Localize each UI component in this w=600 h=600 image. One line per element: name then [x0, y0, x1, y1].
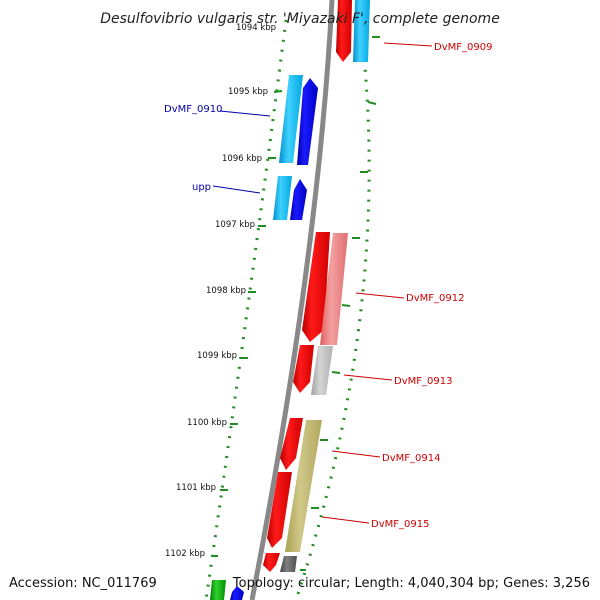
- genome-backbone: [249, 0, 335, 600]
- tick-label-1094: 1094 kbp: [236, 23, 276, 33]
- gene-dvmf-0910-gene[interactable]: [279, 75, 303, 163]
- gene-blue-cds-bottom[interactable]: [230, 586, 244, 600]
- forward-strand: [263, 0, 370, 572]
- gene-dvmf-0914-cds-b[interactable]: [267, 472, 292, 548]
- reverse-strand: [210, 75, 318, 600]
- gene-label-dvmf-0915[interactable]: DvMF_0915: [371, 519, 429, 530]
- summary-text: Topology: circular; Length: 4,040,304 bp…: [232, 576, 590, 591]
- tick-label-1099: 1099 kbp: [197, 351, 237, 361]
- gene-green-gene[interactable]: [210, 580, 226, 600]
- label-leaders: [212, 42, 433, 524]
- tick-label-1097: 1097 kbp: [215, 220, 255, 230]
- gc-skew-marks: [212, 36, 380, 571]
- gene-label-dvmf-0914[interactable]: DvMF_0914: [382, 453, 440, 464]
- tick-label-1096: 1096 kbp: [222, 154, 262, 164]
- map-title: Desulfovibrio vulgaris str. 'Miyazaki F'…: [100, 11, 500, 27]
- gc-track-outer: [294, 19, 371, 600]
- accession-text: Accession: NC_011769: [9, 576, 157, 591]
- gene-upp-gene[interactable]: [273, 176, 292, 220]
- gene-dvmf-0915-gene[interactable]: [280, 556, 297, 572]
- gene-label-dvmf-0912[interactable]: DvMF_0912: [406, 293, 464, 304]
- tick-label-1102: 1102 kbp: [165, 549, 205, 559]
- gene-dvmf-0912-cds[interactable]: [302, 232, 330, 342]
- gene-dvmf-0913-gene[interactable]: [311, 346, 333, 395]
- tick-label-1098: 1098 kbp: [206, 286, 246, 296]
- gene-dvmf-0915-cds[interactable]: [263, 553, 280, 572]
- gene-dvmf-0912-gene[interactable]: [320, 233, 348, 345]
- gene-dvmf-0914-cds[interactable]: [280, 418, 303, 470]
- gene-dvmf-0909-gene[interactable]: [353, 0, 370, 62]
- tick-label-1095: 1095 kbp: [228, 87, 268, 97]
- gene-label-dvmf-0910[interactable]: DvMF_0910: [164, 104, 222, 115]
- gene-label-upp[interactable]: upp: [192, 182, 211, 193]
- tick-label-1101: 1101 kbp: [176, 483, 216, 493]
- gene-label-dvmf-0909[interactable]: DvMF_0909: [434, 42, 492, 53]
- tick-label-1100: 1100 kbp: [187, 418, 227, 428]
- gene-dvmf-0909-cds[interactable]: [336, 0, 352, 62]
- gene-label-dvmf-0913[interactable]: DvMF_0913: [394, 376, 452, 387]
- gene-dvmf-0913-cds[interactable]: [293, 345, 314, 393]
- gene-upp-cds[interactable]: [290, 179, 307, 220]
- gene-dvmf-0910-cds[interactable]: [297, 78, 318, 165]
- gene-dvmf-0914-gene[interactable]: [285, 420, 322, 552]
- gc-track-inner: [204, 19, 288, 600]
